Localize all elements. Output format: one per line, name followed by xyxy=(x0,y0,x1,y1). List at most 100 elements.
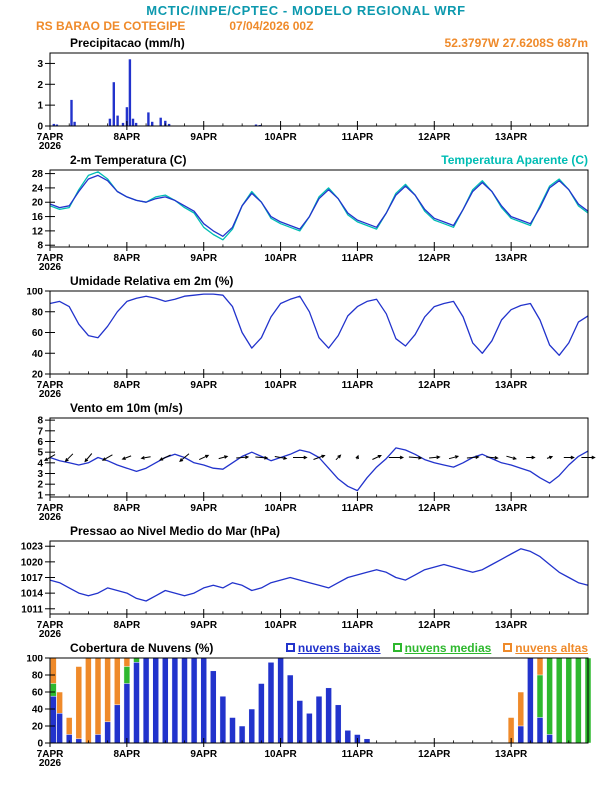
svg-text:8APR: 8APR xyxy=(114,503,141,514)
panel-wind: Vento em 10m (m/s) 7APR 8APR 9APR 10APR 11AP… xyxy=(0,400,612,521)
svg-text:40: 40 xyxy=(32,705,44,716)
svg-text:12: 12 xyxy=(32,226,44,237)
page-subtitle: RS BARAO DE COTEGIPE 07/04/2026 00Z xyxy=(0,19,612,33)
temperature-chart: 7APR 8APR 9APR 10APR 11APR 12APR 13APR 2026 8 12 1… xyxy=(32,169,589,271)
svg-text:1011: 1011 xyxy=(21,604,43,615)
station-name: RS BARAO DE COTEGIPE xyxy=(36,19,186,33)
legend-item-high-clouds: nuvens altas xyxy=(503,641,588,655)
panel-humidity: Umidade Relativa em 2m (%) 7APR 8APR 9APR 1… xyxy=(0,273,612,398)
svg-text:10APR: 10APR xyxy=(264,503,297,514)
apparent-temperature-label: Temperatura Aparente (C) xyxy=(441,152,588,167)
svg-text:13APR: 13APR xyxy=(495,253,528,264)
svg-text:0: 0 xyxy=(37,739,43,750)
panel-clouds-title: Cobertura de Nuvens (%) xyxy=(70,640,214,655)
svg-text:100: 100 xyxy=(26,655,43,665)
svg-text:7APR: 7APR xyxy=(37,253,64,264)
mid-clouds-label: nuvens medias xyxy=(404,640,492,655)
svg-text:1017: 1017 xyxy=(21,573,44,584)
precipitation-chart: 7APR 8APR 9APR 10APR 11APR 12APR 13APR 2026 0 1 2 3 xyxy=(37,52,589,150)
svg-text:60: 60 xyxy=(32,688,44,699)
svg-text:11APR: 11APR xyxy=(342,749,374,760)
svg-text:13APR: 13APR xyxy=(495,749,528,760)
svg-text:10APR: 10APR xyxy=(264,749,297,760)
svg-text:13APR: 13APR xyxy=(495,380,528,391)
svg-text:7APR: 7APR xyxy=(37,620,64,631)
svg-text:8APR: 8APR xyxy=(114,253,141,264)
svg-text:6: 6 xyxy=(37,437,43,448)
svg-text:80: 80 xyxy=(32,307,44,318)
page-title: MCTIC/INPE/CPTEC - MODELO REGIONAL WRF xyxy=(146,3,466,18)
panel-temperature-title: 2-m Temperatura (C) xyxy=(70,152,187,167)
panel-humidity-title: Umidade Relativa em 2m (%) xyxy=(70,273,234,288)
svg-text:24: 24 xyxy=(32,183,44,194)
svg-text:5: 5 xyxy=(37,448,43,459)
svg-text:9APR: 9APR xyxy=(190,132,217,143)
svg-text:2026: 2026 xyxy=(39,512,62,521)
svg-text:4: 4 xyxy=(37,458,43,469)
svg-text:11APR: 11APR xyxy=(342,253,374,264)
svg-text:2026: 2026 xyxy=(39,262,62,271)
svg-text:1014: 1014 xyxy=(21,589,44,600)
svg-text:2026: 2026 xyxy=(39,389,62,398)
mid-clouds-swatch xyxy=(392,643,402,652)
cloud-cover-chart: 7APR 8APR 9APR 10APR 11APR 12APR 13APR 2026 0 20 4… xyxy=(26,655,592,767)
panel-wind-title: Vento em 10m (m/s) xyxy=(70,400,183,415)
svg-text:8APR: 8APR xyxy=(114,620,141,631)
svg-text:20: 20 xyxy=(32,198,44,209)
pressure-chart: 7APR 8APR 9APR 10APR 11APR 12APR 13APR 2026 1011… xyxy=(21,540,589,638)
svg-text:1023: 1023 xyxy=(21,542,44,553)
wind-chart: 7APR 8APR 9APR 10APR 11APR 12APR 13APR 2026 1234… xyxy=(37,416,596,521)
svg-text:7APR: 7APR xyxy=(37,132,64,143)
panel-precipitation-title: Precipitacao (mm/h) xyxy=(70,35,185,50)
svg-text:7APR: 7APR xyxy=(37,749,64,760)
svg-text:20: 20 xyxy=(32,370,44,381)
high-clouds-swatch xyxy=(503,643,513,652)
svg-text:11APR: 11APR xyxy=(342,132,374,143)
run-datetime: 07/04/2026 00Z xyxy=(229,19,314,33)
svg-text:2026: 2026 xyxy=(39,758,62,767)
svg-text:13APR: 13APR xyxy=(495,503,528,514)
svg-text:60: 60 xyxy=(32,328,44,339)
svg-text:3: 3 xyxy=(37,59,43,70)
svg-text:16: 16 xyxy=(32,212,44,223)
svg-text:12APR: 12APR xyxy=(418,503,451,514)
svg-text:2: 2 xyxy=(37,80,43,91)
svg-text:12APR: 12APR xyxy=(418,132,451,143)
station-coordinates: 52.3797W 27.6208S 687m xyxy=(444,35,588,50)
svg-text:7APR: 7APR xyxy=(37,503,64,514)
svg-text:100: 100 xyxy=(26,288,43,298)
svg-text:8APR: 8APR xyxy=(114,749,141,760)
svg-text:10APR: 10APR xyxy=(264,620,297,631)
svg-text:10APR: 10APR xyxy=(264,380,297,391)
svg-text:13APR: 13APR xyxy=(495,132,528,143)
svg-text:1: 1 xyxy=(37,490,43,501)
svg-text:8: 8 xyxy=(37,416,43,427)
panel-clouds: Cobertura de Nuvens (%) nuvens baixas nu… xyxy=(0,640,612,767)
svg-text:7: 7 xyxy=(37,426,43,437)
svg-text:80: 80 xyxy=(32,671,44,682)
svg-text:9APR: 9APR xyxy=(190,503,217,514)
svg-text:11APR: 11APR xyxy=(342,380,374,391)
svg-text:2: 2 xyxy=(37,480,43,491)
svg-text:8APR: 8APR xyxy=(114,132,141,143)
svg-text:2026: 2026 xyxy=(39,629,62,638)
svg-text:8: 8 xyxy=(37,241,43,252)
svg-text:13APR: 13APR xyxy=(495,620,528,631)
svg-text:7APR: 7APR xyxy=(37,380,64,391)
svg-text:40: 40 xyxy=(32,349,44,360)
svg-text:1020: 1020 xyxy=(21,557,44,568)
panel-pressure: Pressao ao Nivel Medio do Mar (hPa) 7APR… xyxy=(0,523,612,638)
svg-text:28: 28 xyxy=(32,169,44,180)
legend-item-mid-clouds: nuvens medias xyxy=(392,640,492,655)
panel-pressure-title: Pressao ao Nivel Medio do Mar (hPa) xyxy=(70,523,281,538)
low-clouds-swatch xyxy=(285,643,295,652)
svg-text:1: 1 xyxy=(37,101,43,112)
svg-text:8APR: 8APR xyxy=(114,380,141,391)
panel-precipitation: Precipitacao (mm/h) 52.3797W 27.6208S 68… xyxy=(0,35,612,150)
svg-text:20: 20 xyxy=(32,722,44,733)
high-clouds-label: nuvens altas xyxy=(515,640,588,655)
svg-text:3: 3 xyxy=(37,469,43,480)
svg-text:12APR: 12APR xyxy=(418,749,451,760)
svg-text:12APR: 12APR xyxy=(418,620,451,631)
